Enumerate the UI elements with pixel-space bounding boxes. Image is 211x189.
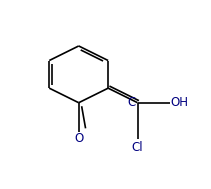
Text: Cl: Cl <box>132 141 143 153</box>
Text: C: C <box>128 96 136 109</box>
Text: OH: OH <box>170 96 188 109</box>
Text: O: O <box>74 132 83 145</box>
